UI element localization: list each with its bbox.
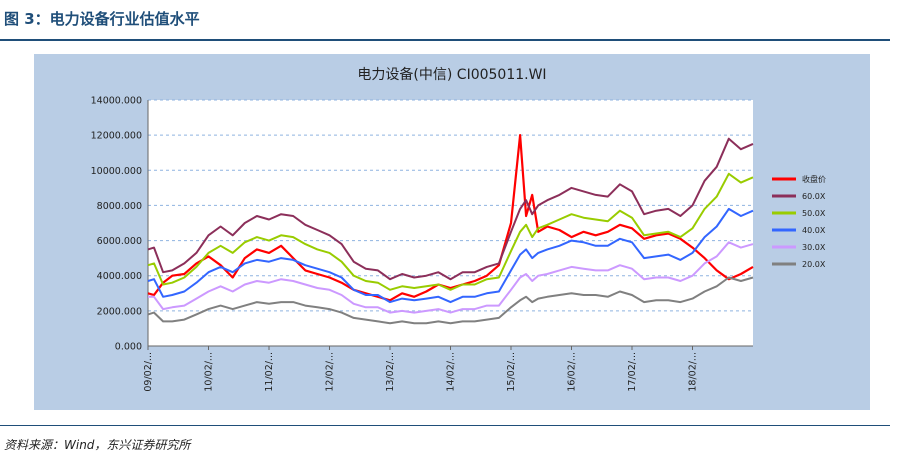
plot-area <box>148 100 753 346</box>
legend-label: 30.0X <box>802 243 826 252</box>
series-line <box>147 207 754 304</box>
y-tick-label: 2000.000 <box>97 306 142 317</box>
grid-lines <box>148 99 753 312</box>
chart-title: 电力设备(中信) CI005011.WI <box>357 66 546 83</box>
series-line <box>147 276 754 325</box>
x-tick-label: 13/02/... <box>385 352 396 392</box>
legend-label: 50.0X <box>802 209 826 218</box>
figure-title: 图 3：电力设备行业估值水平 <box>4 10 200 28</box>
y-tick-label: 0.000 <box>115 342 142 353</box>
x-tick-label: 16/02/... <box>567 352 578 392</box>
y-tick-label: 8000.000 <box>97 201 142 212</box>
legend: 收盘价 60.0X 50.0X 40.0X 30.0X 20.0X <box>772 174 826 269</box>
x-tick-label: 15/02/... <box>506 352 517 392</box>
y-tick-label: 10000.000 <box>91 166 142 177</box>
series-lines <box>147 133 754 325</box>
source-note: 资料来源：Wind，东兴证券研究所 <box>4 438 191 452</box>
legend-label: 收盘价 <box>802 174 826 184</box>
axes: 0.000 2000.000 4000.000 6000.000 8000.000 100… <box>91 96 753 392</box>
x-tick-label: 18/02/... <box>688 352 699 392</box>
series-line <box>147 172 754 291</box>
y-tick-label: 4000.000 <box>97 271 142 282</box>
y-tick-label: 6000.000 <box>97 236 142 247</box>
chart-panel: 电力设备(中信) CI005011.WI 0.000 2000.000 4000.0… <box>34 54 870 410</box>
y-tick-label: 14000.000 <box>91 96 142 107</box>
x-tick-label: 14/02/... <box>446 352 457 392</box>
series-line <box>147 137 754 281</box>
x-tick-label: 09/02/... <box>143 352 154 392</box>
legend-label: 20.0X <box>802 260 826 269</box>
y-tick-label: 12000.000 <box>91 131 142 142</box>
legend-label: 60.0X <box>802 192 826 201</box>
x-tick-label: 17/02/... <box>627 352 638 392</box>
legend-label: 40.0X <box>802 226 826 235</box>
series-line <box>148 241 754 314</box>
bottom-divider <box>0 425 890 426</box>
x-tick-label: 12/02/... <box>325 352 336 392</box>
x-tick-label: 11/02/... <box>264 352 275 392</box>
x-tick-label: 10/02/... <box>204 352 215 392</box>
line-chart: 电力设备(中信) CI005011.WI 0.000 2000.000 4000.0… <box>91 66 826 392</box>
top-divider <box>0 39 890 41</box>
